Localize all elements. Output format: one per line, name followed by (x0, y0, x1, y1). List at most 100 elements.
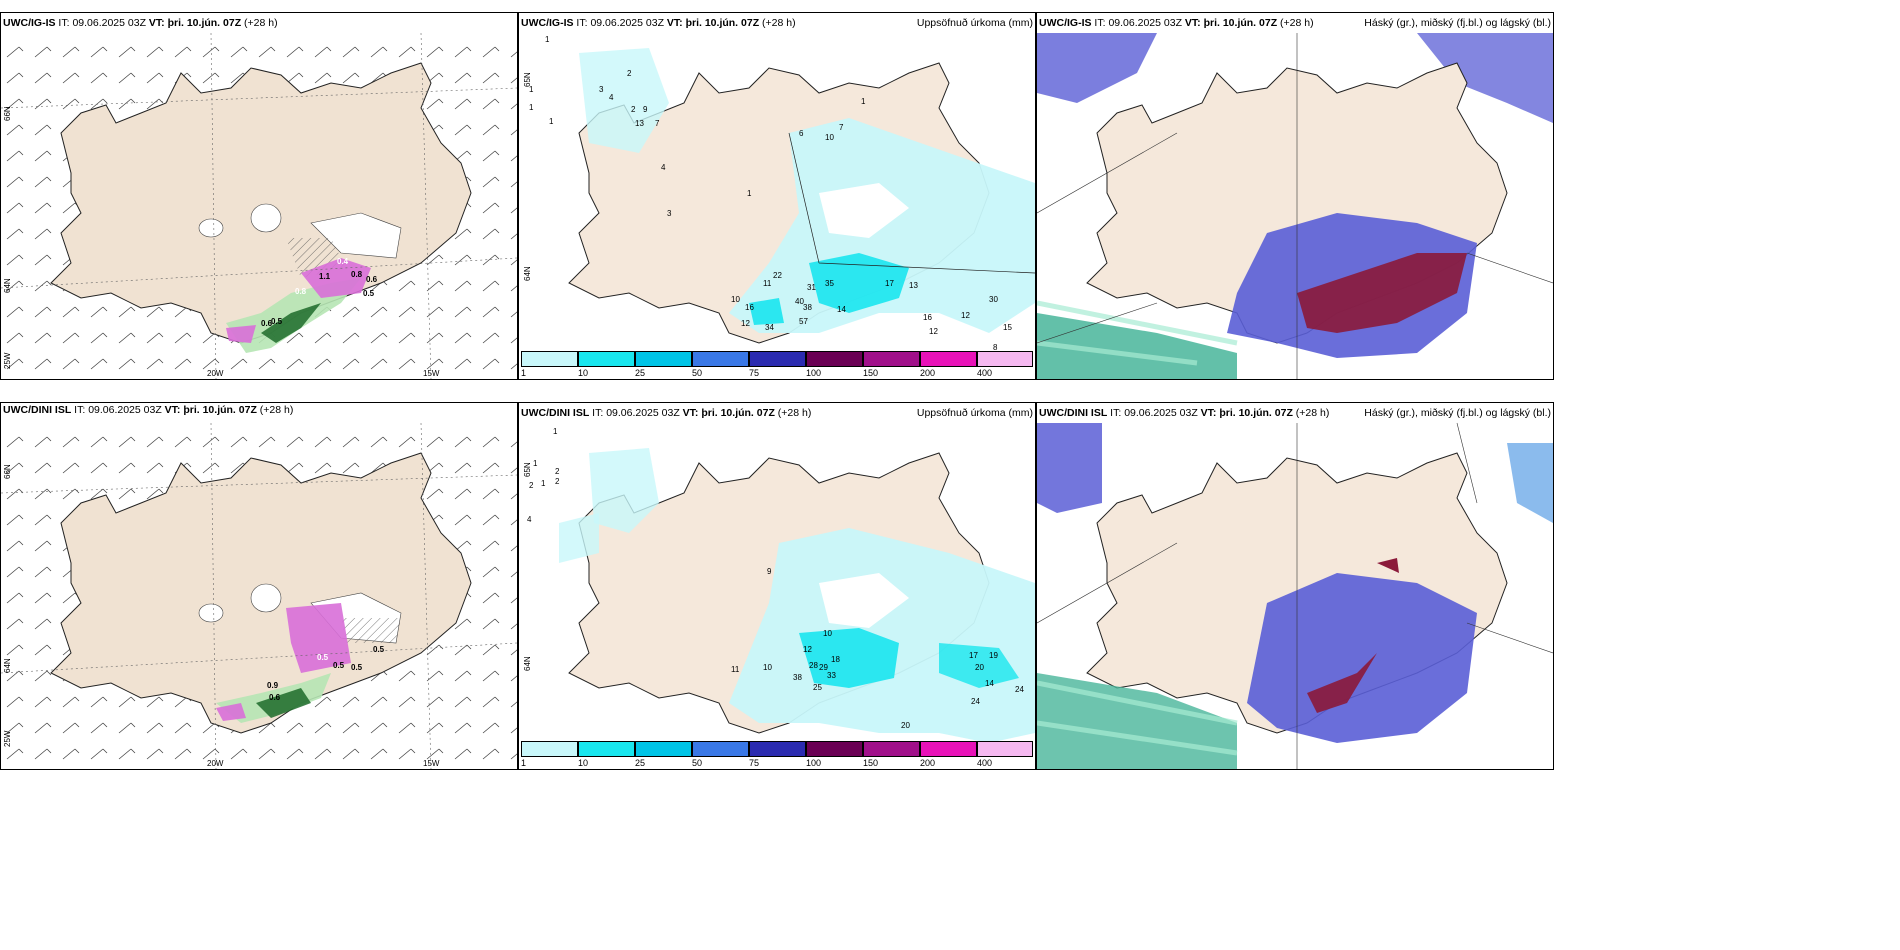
precip-value: 2 (627, 69, 632, 78)
precip-value: 40 (795, 297, 804, 306)
colorbar-label: 100 (806, 758, 822, 768)
lat-label-65: 65N (523, 462, 532, 477)
wind-value: 0.5 (317, 653, 329, 662)
precip-value: 1 (533, 459, 538, 468)
colorbar-segment (521, 741, 578, 757)
cloud-map (1037, 422, 1553, 769)
precip-value: 2 (529, 481, 534, 490)
colorbar-label: 25 (635, 368, 646, 378)
colorbar-segment (749, 741, 806, 757)
wind-value: 0.5 (333, 661, 345, 670)
panel-clouds-ig-is: UWC/IG-IS IT: 09.06.2025 03Z VT: þri. 10… (1036, 12, 1554, 380)
panel-precip-dini: UWC/DINI ISL IT: 09.06.2025 03Z VT: þri.… (518, 402, 1036, 770)
colorbar-label: 100 (806, 368, 822, 378)
precip-value: 3 (667, 209, 672, 218)
lon-label-25: 25W (3, 352, 12, 369)
colorbar-segment (692, 351, 749, 367)
precip-value: 9 (643, 105, 648, 114)
lat-label-66: 66N (3, 106, 12, 121)
colorbar-segment (692, 741, 749, 757)
colorbar-label: 25 (635, 758, 646, 768)
colorbar-segment (806, 741, 863, 757)
precip-value: 14 (985, 679, 994, 688)
precip-value: 1 (529, 103, 534, 112)
colorbar-segment (977, 351, 1033, 367)
precip-value: 22 (773, 271, 782, 280)
colorbar-segment (635, 351, 692, 367)
lon-label-15: 15W (423, 369, 440, 378)
precip-value: 14 (837, 305, 846, 314)
precip-value: 15 (1003, 323, 1012, 332)
lon-label-15: 15W (423, 759, 440, 768)
colorbar-label: 50 (692, 368, 703, 378)
lon-label-25: 25W (3, 730, 12, 747)
precip-value: 2 (631, 105, 636, 114)
colorbar-label: 200 (920, 758, 936, 768)
precip-value: 25 (813, 683, 822, 692)
precip-value: 31 (807, 283, 816, 292)
wind-value: 1.1 (319, 272, 331, 281)
colorbar-label: 150 (863, 368, 879, 378)
wind-value: 0.5 (351, 663, 363, 672)
precip-value: 2 (555, 467, 560, 476)
colorbar-segment (578, 351, 635, 367)
precip-value: 12 (803, 645, 812, 654)
colorbar-label: 150 (863, 758, 879, 768)
precip-value: 16 (745, 303, 754, 312)
precip-value: 10 (731, 295, 740, 304)
precip-value: 16 (923, 313, 932, 322)
panel-wind-dini: UWC/DINI ISL IT: 09.06.2025 03Z VT: þri.… (0, 402, 518, 770)
precip-value: 10 (763, 663, 772, 672)
panel-header: UWC/DINI ISL IT: 09.06.2025 03Z VT: þri.… (521, 407, 1033, 419)
precip-value: 1 (541, 479, 546, 488)
precip-value: 33 (827, 671, 836, 680)
colorbar-label: 1 (521, 368, 527, 378)
colorbar-segment (920, 741, 977, 757)
precip-value: 6 (799, 129, 804, 138)
precip-value: 38 (803, 303, 812, 312)
lat-label-66: 66N (3, 464, 12, 479)
precip-value: 57 (799, 317, 808, 326)
colorbar-label: 10 (578, 368, 589, 378)
precip-value: 29 (819, 663, 828, 672)
lat-label-65: 65N (523, 72, 532, 87)
precip-value: 24 (971, 697, 980, 706)
precip-value: 18 (831, 655, 840, 664)
panel-precip-ig-is: UWC/IG-IS IT: 09.06.2025 03Z VT: þri. 10… (518, 12, 1036, 380)
wind-value: 0.9 (267, 681, 279, 690)
precip-value: 38 (793, 673, 802, 682)
colorbar-label: 400 (977, 368, 993, 378)
wind-value: 0.5 (373, 645, 385, 654)
panel-header: UWC/DINI ISL IT: 09.06.2025 03Z VT: þri.… (1039, 407, 1551, 419)
wind-value: 0.6 (269, 693, 281, 702)
precip-value: 12 (929, 327, 938, 336)
colorbar-label: 10 (578, 758, 589, 768)
precip-value: 12 (741, 319, 750, 328)
lat-label-64: 64N (3, 658, 12, 673)
colorbar-segment (920, 351, 977, 367)
precip-value: 17 (969, 651, 978, 660)
panel-clouds-dini: UWC/DINI ISL IT: 09.06.2025 03Z VT: þri.… (1036, 402, 1554, 770)
precip-value: 4 (609, 93, 614, 102)
precip-value: 30 (989, 295, 998, 304)
wind-map (1, 422, 517, 769)
precip-value: 1 (861, 97, 866, 106)
colorbar-label: 200 (920, 368, 936, 378)
wind-value: 0.5 (363, 289, 375, 298)
colorbar-segment (521, 351, 578, 367)
lon-label-20: 20W (207, 369, 224, 378)
precip-value: 12 (961, 311, 970, 320)
precip-value: 4 (527, 515, 532, 524)
wind-value: 0.8 (351, 270, 363, 279)
precip-value: 1 (529, 85, 534, 94)
precip-value: 9 (767, 567, 772, 576)
precip-value: 20 (901, 721, 910, 730)
precip-colorbar: 1 10 25 50 75 100 150 200 400 (521, 351, 1033, 378)
colorbar-label: 1 (521, 758, 527, 768)
wind-value: 0.6 (261, 319, 273, 328)
precip-value: 1 (553, 427, 558, 436)
precip-value: 20 (975, 663, 984, 672)
lon-label-20: 20W (207, 759, 224, 768)
precip-value: 3 (599, 85, 604, 94)
colorbar-label: 50 (692, 758, 703, 768)
